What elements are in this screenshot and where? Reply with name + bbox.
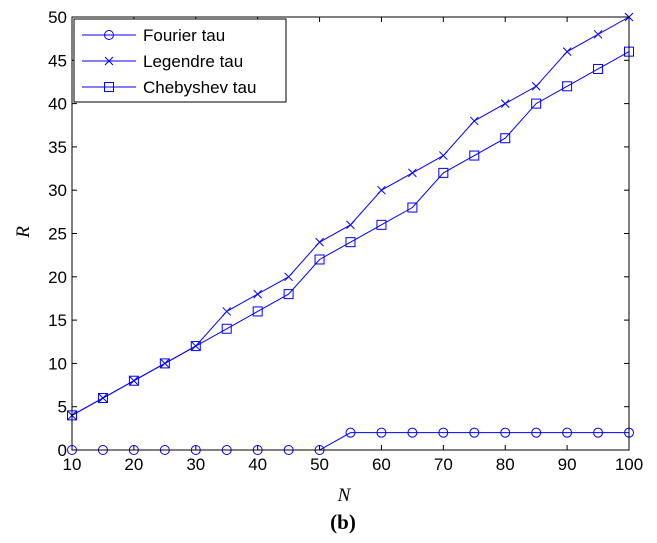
figure-caption: (b) (330, 510, 356, 534)
data-point-fourier-tau (407, 427, 418, 438)
y-tick-label: 45 (48, 51, 67, 70)
x-tick-label: 80 (496, 455, 515, 474)
data-point-chebyshev-tau (562, 81, 573, 92)
series-fourier-tau (67, 427, 634, 455)
y-tick-label: 25 (48, 225, 67, 244)
data-point-chebyshev-tau (252, 306, 263, 317)
data-point-fourier-tau (593, 427, 604, 438)
x-tick-label: 30 (186, 455, 205, 474)
data-point-chebyshev-tau (221, 323, 232, 334)
y-tick-label: 40 (48, 95, 67, 114)
data-point-chebyshev-tau (128, 375, 139, 386)
data-point-legendre-tau (593, 29, 603, 39)
data-point-fourier-tau (376, 427, 387, 438)
series-chebyshev-tau (67, 46, 634, 421)
y-tick-label: 15 (48, 311, 67, 330)
y-axis-label: R (13, 226, 34, 239)
data-point-chebyshev-tau (531, 98, 542, 109)
data-point-chebyshev-tau (314, 254, 325, 265)
data-point-chebyshev-tau (469, 150, 480, 161)
x-tick-label: 50 (310, 455, 329, 474)
data-point-fourier-tau (500, 427, 511, 438)
data-point-legendre-tau (253, 289, 263, 299)
data-point-chebyshev-tau (438, 167, 449, 178)
data-point-legendre-tau (438, 151, 448, 160)
data-point-legendre-tau (284, 272, 293, 282)
x-tick-label: 20 (124, 455, 143, 474)
legend-label: Fourier tau (143, 26, 225, 45)
data-point-chebyshev-tau (283, 289, 294, 300)
legend-entry-legendre-tau: Legendre tau (82, 52, 243, 71)
data-point-chebyshev-tau (500, 133, 511, 144)
data-point-legendre-tau (346, 220, 355, 230)
x-tick-label: 70 (434, 455, 453, 474)
data-point-legendre-tau (222, 307, 232, 316)
data-point-chebyshev-tau (190, 341, 201, 352)
legend-marker (104, 30, 114, 40)
data-point-legendre-tau (469, 116, 479, 126)
y-tick-label: 35 (48, 138, 67, 157)
x-tick-label: 10 (63, 455, 82, 474)
y-tick-label: 5 (58, 398, 67, 417)
data-point-chebyshev-tau (376, 219, 387, 230)
data-point-legendre-tau (408, 168, 417, 178)
series-line-fourier-tau (72, 432, 629, 451)
x-tick-label: 90 (558, 455, 577, 474)
data-point-fourier-tau (531, 427, 542, 438)
series-line-chebyshev-tau (71, 51, 630, 416)
data-point-fourier-tau (562, 427, 573, 438)
data-point-legendre-tau (531, 81, 541, 91)
data-point-chebyshev-tau (97, 393, 108, 404)
x-tick-label: 40 (248, 455, 267, 474)
axes: 10 20 30 40 50 60 70 80 90 100 0 5 10 15 20 25 30 35 40 45 5… (48, 8, 643, 474)
x-axis-label: N (337, 485, 352, 506)
x-tick-label: 100 (615, 455, 643, 474)
legend-label: Legendre tau (143, 52, 243, 71)
x-tick-label: 60 (372, 455, 391, 474)
legend-entry-chebyshev-tau: Chebyshev tau (82, 78, 256, 97)
data-point-chebyshev-tau (345, 237, 356, 248)
data-point-legendre-tau (500, 99, 510, 108)
data-point-chebyshev-tau (593, 63, 604, 74)
legend-entry-fourier-tau: Fourier tau (82, 26, 225, 45)
data-point-legendre-tau (377, 185, 386, 195)
y-tick-label: 50 (48, 8, 67, 27)
data-point-fourier-tau (345, 427, 356, 438)
data-point-chebyshev-tau (407, 202, 418, 213)
y-tick-label: 20 (48, 268, 67, 287)
legend: Fourier tau Legendre tau Chebyshev tau (73, 18, 287, 103)
y-tick-label: 0 (58, 441, 67, 460)
y-tick-label: 10 (48, 354, 67, 373)
data-point-fourier-tau (438, 427, 449, 438)
y-tick-label: 30 (48, 181, 67, 200)
data-point-legendre-tau (562, 47, 572, 56)
legend-marker (104, 56, 114, 66)
legend-marker (104, 82, 114, 92)
data-point-legendre-tau (315, 237, 324, 247)
data-point-chebyshev-tau (159, 358, 170, 369)
legend-label: Chebyshev tau (143, 78, 256, 97)
data-point-fourier-tau (469, 427, 480, 438)
